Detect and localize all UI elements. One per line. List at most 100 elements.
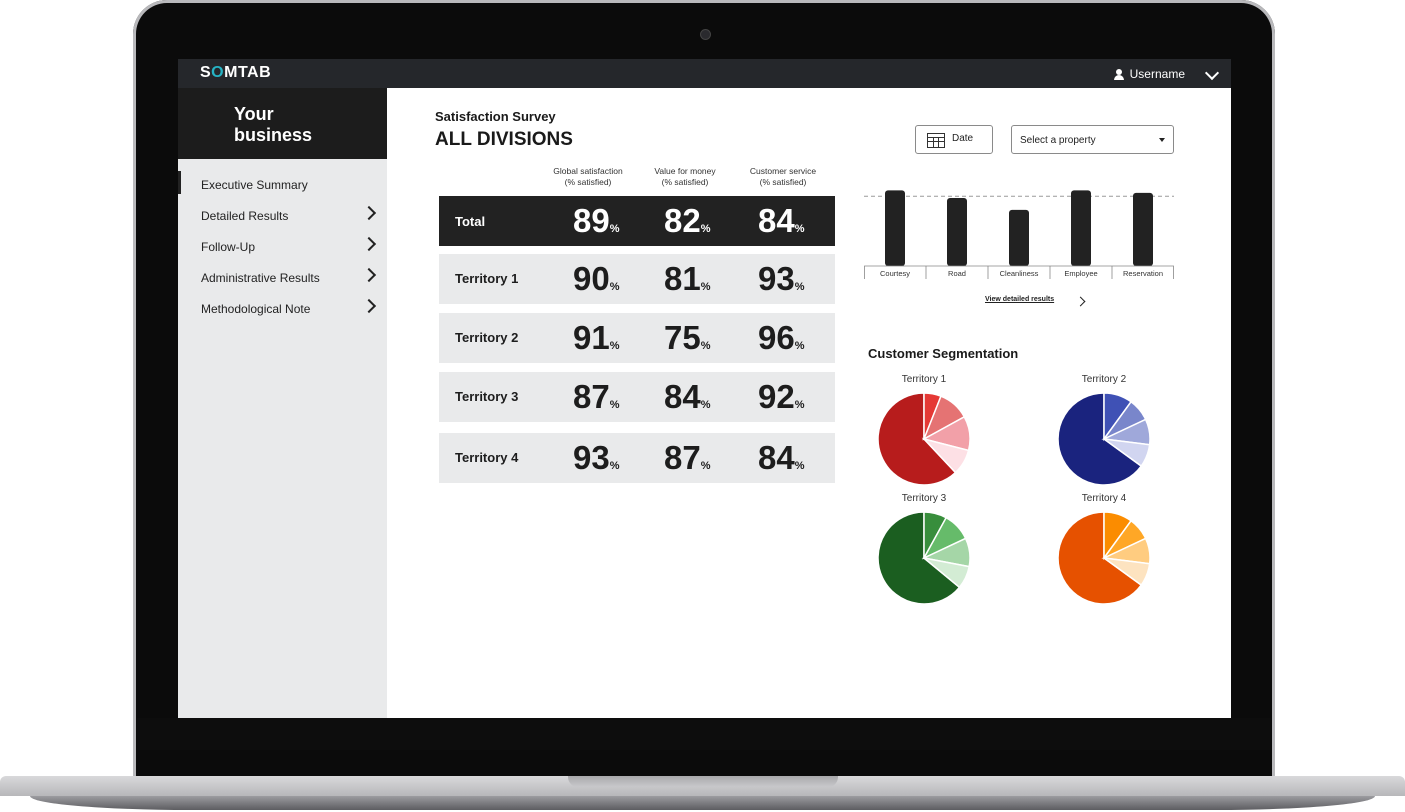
bar [1009, 209, 1029, 266]
pie-slice [1057, 392, 1143, 486]
score-number: 75 [664, 319, 701, 356]
percent-sign: % [609, 340, 620, 352]
pie-slice [1103, 438, 1151, 468]
row-label: Total [455, 214, 486, 229]
pie-slice [877, 392, 957, 486]
column-header-title: Customer service [749, 166, 817, 176]
score-number: 81 [664, 260, 701, 297]
pie-slice [923, 557, 971, 589]
row-label: Territory 3 [455, 389, 519, 404]
percent-sign: % [794, 281, 805, 293]
pie-slice [921, 437, 970, 474]
sidebar-item-detailed-results[interactable]: Detailed Results [178, 202, 387, 233]
pie-title: Territory 2 [1081, 374, 1127, 385]
base-notch [568, 776, 838, 787]
app-screen: SOMTAB Username Your business Executive … [178, 59, 1231, 718]
score-value: 75% [664, 319, 711, 357]
score-value: 87% [664, 439, 711, 477]
somtab-logo[interactable]: SOMTAB [200, 64, 271, 82]
attribute-bar-chart: Courtesy Road Cleanliness Employee Reservati… [864, 190, 1174, 279]
score-value: 84% [758, 202, 805, 240]
percent-sign: % [700, 223, 711, 235]
column-header-service: Customer service (% satisfied) [735, 166, 831, 188]
percent-sign: % [794, 460, 805, 472]
percent-sign: % [609, 399, 620, 411]
pie-title: Territory 1 [901, 374, 947, 385]
sidebar-item-label: Methodological Note [201, 302, 311, 316]
percent-sign: % [609, 223, 620, 235]
score-value: 81% [664, 260, 711, 298]
score-number: 82 [664, 202, 701, 239]
sidebar-item-label: Detailed Results [201, 209, 289, 223]
score-number: 89 [573, 202, 610, 239]
score-number: 93 [573, 439, 610, 476]
table-row: Territory 2 91% 75% 96% [439, 313, 835, 363]
bar-tick-label: Cleanliness [1000, 269, 1039, 278]
table-row: Territory 3 87% 84% 92% [439, 372, 835, 422]
sidebar-nav: Executive Summary Detailed Results Follo… [178, 171, 387, 326]
page-subtitle: Satisfaction Survey [435, 109, 556, 124]
brand-label: Your business [234, 104, 313, 145]
score-value: 82% [664, 202, 711, 240]
bar-tick-label: Reservation [1123, 269, 1163, 278]
score-value: 89% [573, 202, 620, 240]
percent-sign: % [609, 460, 620, 472]
sidebar: Your business Executive Summary Detailed… [178, 88, 387, 718]
chevron-right-icon [361, 267, 377, 283]
sidebar-item-label: Executive Summary [201, 178, 308, 192]
chevron-right-icon [361, 298, 377, 314]
score-number: 84 [758, 439, 795, 476]
chevron-down-icon[interactable] [1204, 65, 1220, 81]
score-value: 92% [758, 378, 805, 416]
score-number: 92 [758, 378, 795, 415]
bar-tick-label: Employee [1064, 269, 1097, 278]
row-label: Territory 2 [455, 330, 519, 345]
column-header-title: Value for money [654, 166, 716, 176]
percent-sign: % [794, 223, 805, 235]
column-header-unit: (% satisfied) [564, 177, 612, 187]
score-number: 87 [573, 378, 610, 415]
score-value: 96% [758, 319, 805, 357]
score-number: 93 [758, 260, 795, 297]
score-value: 84% [664, 378, 711, 416]
chevron-right-icon [361, 236, 377, 252]
date-button[interactable]: Date [915, 125, 993, 154]
chevron-right-icon [361, 205, 377, 221]
column-header-unit: (% satisfied) [661, 177, 709, 187]
bar [885, 190, 905, 266]
calendar-icon [927, 133, 945, 148]
logo-text-start: S [200, 64, 212, 81]
table-row: Territory 4 93% 87% 84% [439, 433, 835, 483]
business-brand: Your business [178, 88, 387, 159]
table-row: Territory 1 90% 81% 93% [439, 254, 835, 304]
pie-chart [877, 392, 971, 486]
username-label: Username [1129, 67, 1185, 81]
x-axis [864, 265, 1174, 279]
percent-sign: % [700, 340, 711, 352]
score-value: 93% [573, 439, 620, 477]
score-number: 84 [758, 202, 795, 239]
pie-slice [1057, 511, 1143, 605]
view-detailed-results-link[interactable]: View detailed results [985, 296, 1055, 303]
sidebar-item-follow-up[interactable]: Follow-Up [178, 233, 387, 264]
property-select[interactable]: Select a property [1011, 125, 1174, 154]
bar [1133, 192, 1153, 266]
user-menu[interactable]: Username [1113, 67, 1185, 81]
score-value: 91% [573, 319, 620, 357]
column-header-global: Global satisfaction (% satisfied) [540, 166, 636, 188]
bar [1071, 190, 1091, 266]
score-number: 84 [664, 378, 701, 415]
percent-sign: % [700, 281, 711, 293]
laptop-base [0, 776, 1405, 812]
base-bottom [30, 796, 1375, 810]
sidebar-item-methodological-note[interactable]: Methodological Note [178, 295, 387, 326]
camera [700, 29, 711, 40]
property-select-value: Select a property [1020, 135, 1096, 146]
chevron-right-icon[interactable] [1075, 296, 1086, 307]
sidebar-item-administrative-results[interactable]: Administrative Results [178, 264, 387, 295]
score-number: 96 [758, 319, 795, 356]
percent-sign: % [609, 281, 620, 293]
pie-chart [1057, 511, 1151, 605]
sidebar-item-executive-summary[interactable]: Executive Summary [178, 171, 387, 202]
score-value: 93% [758, 260, 805, 298]
